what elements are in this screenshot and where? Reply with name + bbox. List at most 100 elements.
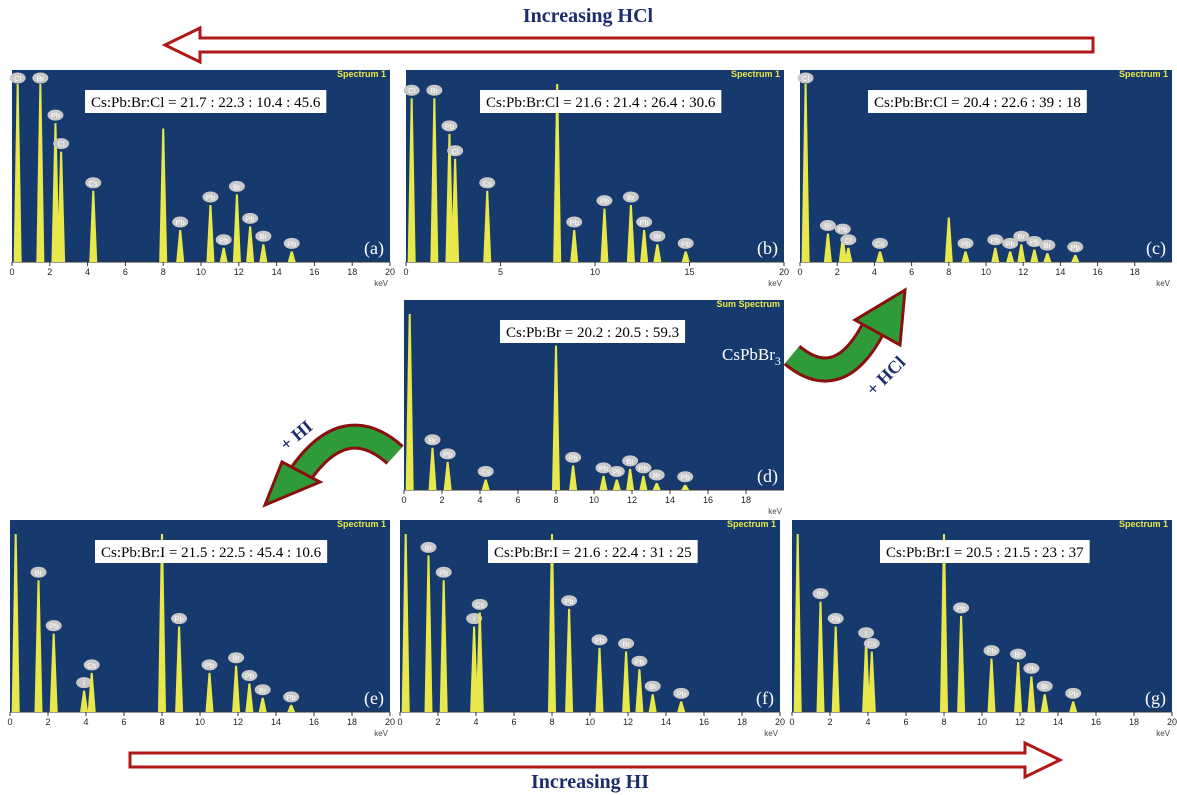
peak-label: Pb [961,239,970,248]
x-tick-label: 8 [159,717,164,727]
x-axis-label: keV [1156,729,1170,738]
peak-label: Cs [483,179,492,188]
x-tick-label: 6 [121,717,126,727]
peak-label: Pb [246,214,255,223]
peak-label: Br [425,543,433,552]
x-tick-label: 2 [439,495,444,505]
x-tick-label: 16 [699,717,709,727]
x-tick-label: 6 [903,717,908,727]
x-tick-label: 18 [741,495,751,505]
peak-label: Pb [612,467,621,476]
x-tick-label: 6 [123,267,128,277]
ratio-annotation: Cs:Pb:Br:I = 21.6 : 22.4 : 31 : 25 [494,545,692,561]
x-tick-label: 10 [585,717,595,727]
peak-label: Br [626,457,634,466]
peak-label: Pb [599,464,608,473]
peak-label: Br [653,471,661,480]
x-tick-label: 8 [553,495,558,505]
x-tick-label: 2 [435,717,440,727]
x-tick-label: 8 [161,267,166,277]
ratio-annotation: Cs:Pb:Br:Cl = 21.6 : 21.4 : 26.4 : 30.6 [486,95,716,111]
peak-label: Pb [831,615,840,624]
peak-label: Cl [14,74,21,83]
peak-label: Br [259,686,267,695]
x-tick-label: 8 [941,717,946,727]
peak-label: Br [431,86,439,95]
panel-label: (g) [1145,688,1166,709]
spectrum-panel: Spectrum 1024681012141618keVClBrPbClCsPb… [797,69,1172,288]
peak-label: Pb [206,193,215,202]
x-tick-label: 6 [909,267,914,277]
peak-label: Cl [58,140,65,149]
peak-label: Br [824,222,832,231]
peak-label: Pb [569,453,578,462]
hi-arrow-label: Increasing HI [531,771,649,793]
peak-label: Pb [51,111,60,120]
peak-label: Br [260,232,268,241]
peak-label: Br [35,568,43,577]
ratio-annotation: Cs:Pb:Br:I = 20.5 : 21.5 : 23 : 37 [886,545,1084,561]
spectrum-title: Sum Spectrum [716,299,780,309]
x-tick-label: 4 [473,717,478,727]
peak-label: Pb [1006,239,1015,248]
peak-label: Br [1041,682,1049,691]
x-tick-label: 10 [981,267,991,277]
x-tick-label: 12 [627,495,637,505]
x-tick-label: 0 [7,717,12,727]
peak-label: Pb [287,693,296,702]
x-tick-label: 4 [477,495,482,505]
peak-label: Pb [635,657,644,666]
x-axis-label: keV [768,507,782,516]
peak-label: Pb [445,122,454,131]
peak-label: Pb [49,622,58,631]
panel-label: (b) [757,238,778,259]
x-tick-label: 14 [272,267,282,277]
peak-label: Br [627,193,635,202]
peak-label: Pb [838,225,847,234]
peak-label: Pb [287,239,296,248]
x-tick-label: 16 [1091,717,1101,727]
x-tick-label: 14 [1055,267,1065,277]
x-axis-label: keV [1156,279,1170,288]
x-tick-label: 6 [515,495,520,505]
peak-label: Cl [408,86,415,95]
peak-label: Pb [565,597,574,606]
peak-label: Br [429,436,437,445]
x-tick-label: 0 [401,495,406,505]
x-axis-label: keV [764,729,778,738]
peak-label: I [83,679,85,688]
x-tick-label: 6 [511,717,516,727]
x-tick-label: 10 [590,267,600,277]
peak-label: Br [233,182,241,191]
peak-label: Pb [439,568,448,577]
peak-label: Pb [640,218,649,227]
x-tick-label: 4 [865,717,870,727]
spectrum-panel: Spectrum 102468101214161820keVBrPbICsPbP… [397,519,785,738]
spectrum-panel: Spectrum 102468101214161820keVClBrPbClCs… [9,69,395,288]
x-tick-label: 12 [623,717,633,727]
x-tick-label: 18 [737,717,747,727]
x-tick-label: 4 [83,717,88,727]
x-tick-label: 12 [1018,267,1028,277]
x-tick-label: 12 [233,717,243,727]
peak-label: Pb [1027,664,1036,673]
x-axis-label: keV [374,729,388,738]
x-tick-label: 16 [703,495,713,505]
x-tick-label: 20 [385,717,395,727]
peak-label: I [473,615,475,624]
peak-label: Br [37,74,45,83]
peak-label: Pb [987,647,996,656]
x-tick-label: 0 [397,717,402,727]
peak-label: Cl [845,236,852,245]
peak-label: Cs [87,661,96,670]
peak-label: Pb [1071,243,1080,252]
x-tick-label: 20 [1167,717,1177,727]
x-tick-label: 14 [665,495,675,505]
x-tick-label: 10 [195,717,205,727]
x-axis-label: keV [768,279,782,288]
peak-label: Pb [595,636,604,645]
ratio-annotation: Cs:Pb:Br:I = 21.5 : 22.5 : 45.4 : 10.6 [101,545,322,561]
x-tick-label: 14 [661,717,671,727]
x-tick-label: 18 [347,717,357,727]
x-tick-label: 5 [498,267,503,277]
